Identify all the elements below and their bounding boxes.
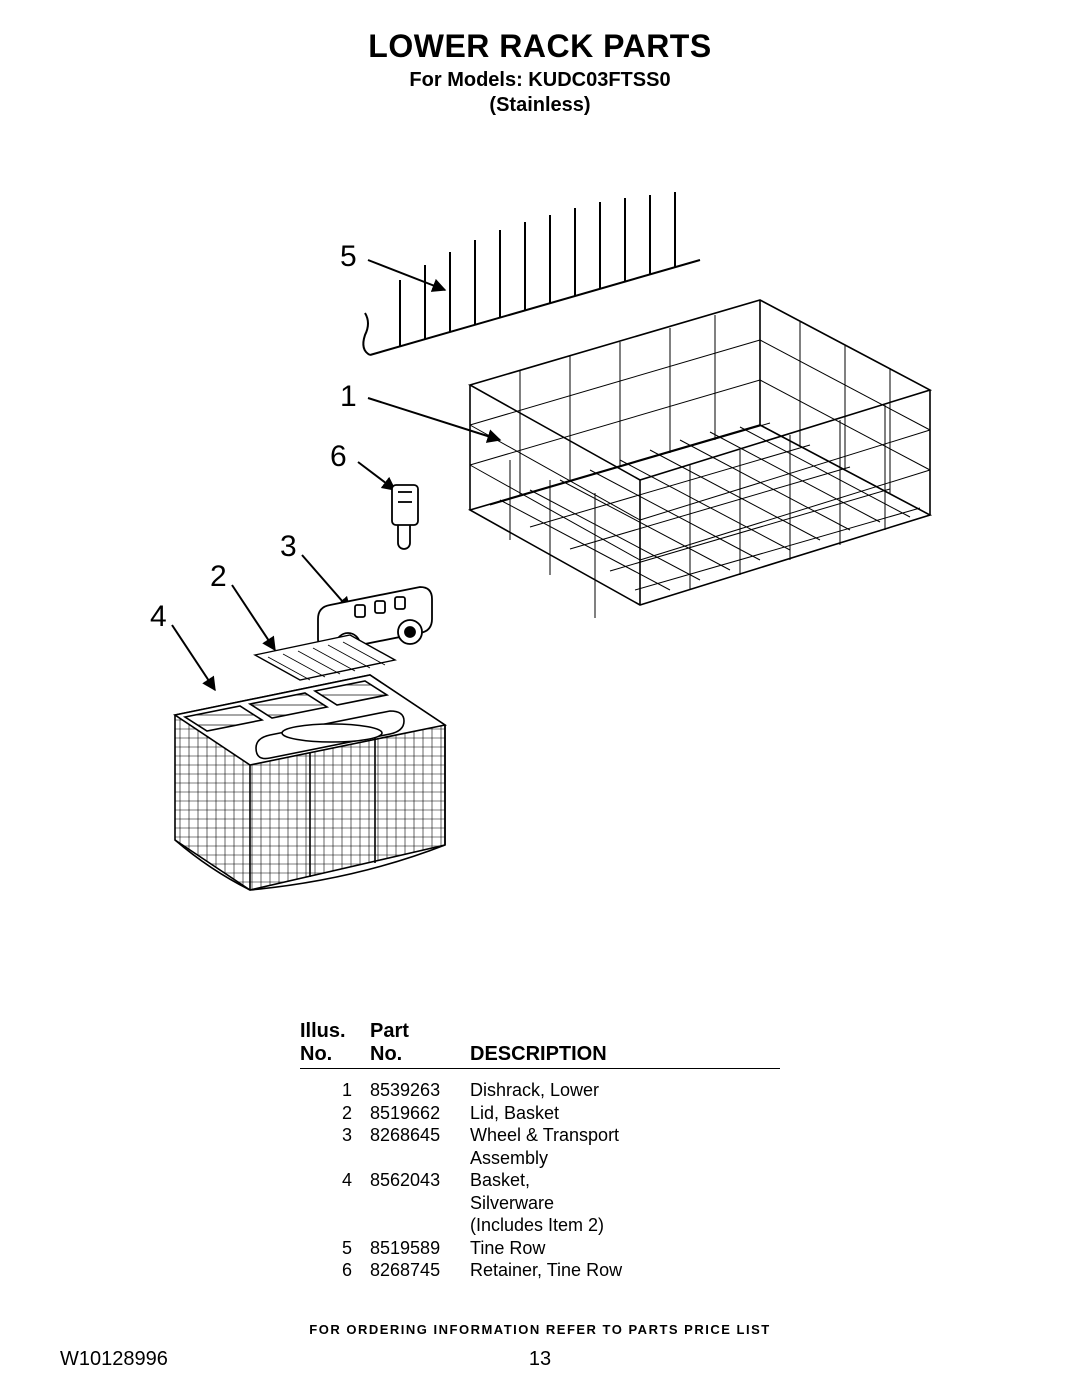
retainer-tine-row [392,485,418,549]
table-row: 68268745Retainer, Tine Row [300,1259,780,1282]
table-row: 48562043Basket, [300,1169,780,1192]
header-part-2: No. [370,1043,470,1066]
tine-row [363,192,700,355]
table-row: Silverware [300,1192,780,1215]
table-row: 38268645Wheel & Transport [300,1124,780,1147]
table-row: Assembly [300,1147,780,1170]
diagram-svg [0,180,1080,960]
table-header: Illus. No. Part No. DESCRIPTION [300,1020,780,1069]
header-illus-2: No. [300,1043,370,1066]
parts-table: Illus. No. Part No. DESCRIPTION 18539263… [300,1020,780,1282]
table-row: 18539263Dishrack, Lower [300,1079,780,1102]
silverware-basket [175,675,445,890]
exploded-diagram: 5 1 6 3 2 4 [0,180,1080,940]
footer-note: FOR ORDERING INFORMATION REFER TO PARTS … [0,1322,1080,1337]
page-number: 13 [0,1348,1080,1371]
dishrack-lower [470,300,930,618]
header-part-1: Part [370,1020,470,1043]
models-line: For Models: KUDC03FTSS0 [0,69,1080,92]
header-illus-1: Illus. [300,1020,370,1043]
header: LOWER RACK PARTS For Models: KUDC03FTSS0… [0,0,1080,117]
header-desc: DESCRIPTION [470,1043,607,1066]
table-row: 28519662Lid, Basket [300,1102,780,1125]
page-title: LOWER RACK PARTS [0,28,1080,65]
finish-line: (Stainless) [0,94,1080,117]
table-row: (Includes Item 2) [300,1214,780,1237]
table-body: 18539263Dishrack, Lower 28519662Lid, Bas… [300,1079,780,1282]
table-row: 58519589Tine Row [300,1237,780,1260]
